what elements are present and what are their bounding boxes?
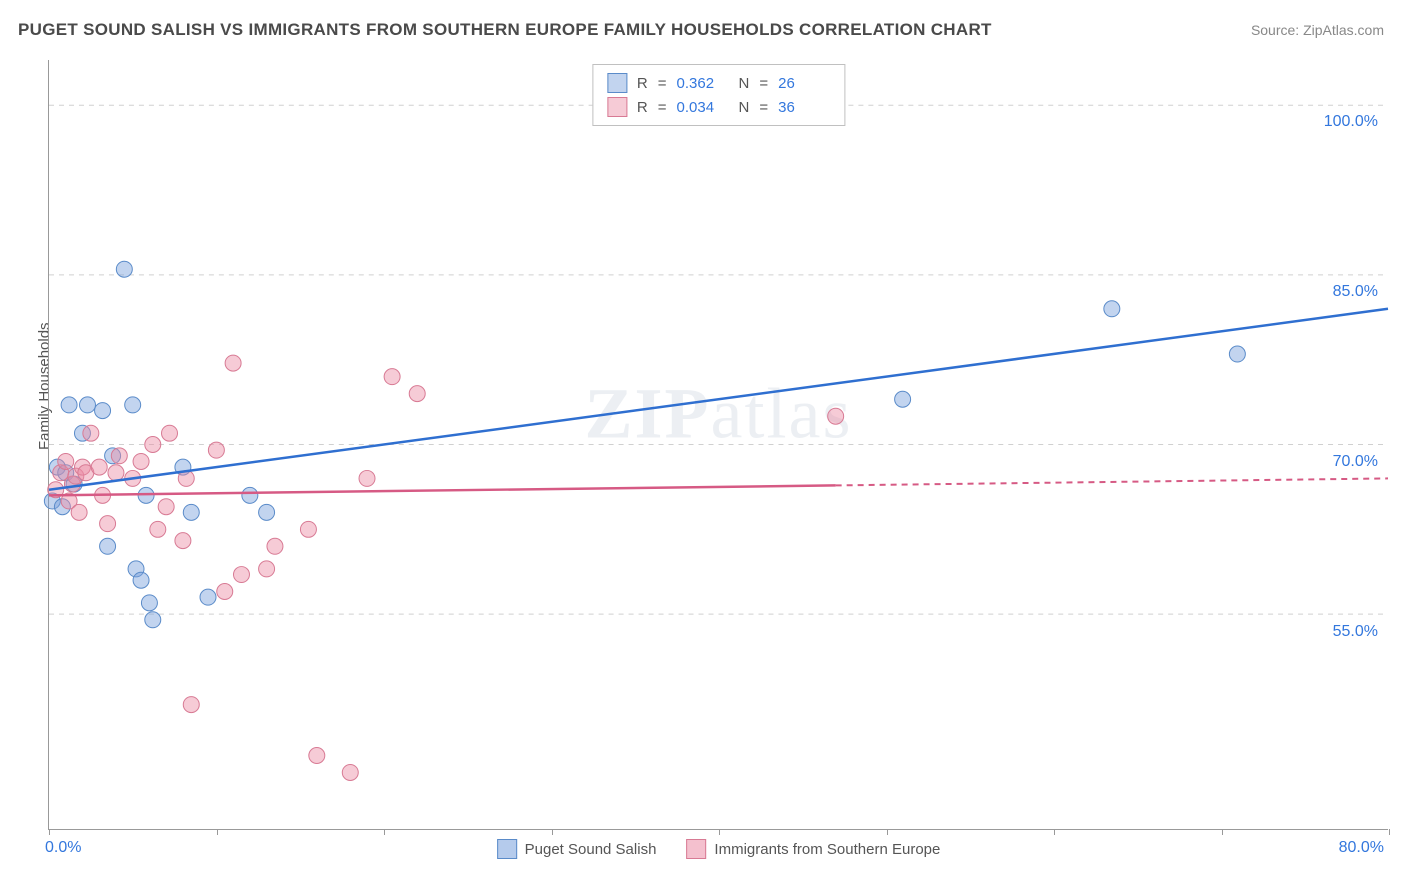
swatch-series-1 bbox=[497, 839, 517, 859]
scatter-point bbox=[1104, 301, 1120, 317]
n-value-1: 26 bbox=[778, 75, 830, 92]
scatter-point bbox=[125, 397, 141, 413]
r-label: R bbox=[637, 99, 648, 116]
scatter-point bbox=[895, 391, 911, 407]
scatter-point bbox=[1229, 346, 1245, 362]
scatter-point bbox=[133, 453, 149, 469]
scatter-point bbox=[175, 533, 191, 549]
scatter-point bbox=[158, 499, 174, 515]
eq-label-2: = bbox=[759, 75, 768, 92]
scatter-point bbox=[200, 589, 216, 605]
n-value-2: 36 bbox=[778, 99, 830, 116]
scatter-point bbox=[359, 470, 375, 486]
source-label: Source: ZipAtlas.com bbox=[1251, 22, 1384, 38]
scatter-point bbox=[58, 453, 74, 469]
x-tick bbox=[384, 829, 385, 835]
legend-row-series-2: R = 0.034 N = 36 bbox=[607, 95, 830, 119]
x-tick-label: 80.0% bbox=[1339, 839, 1384, 857]
chart-title: PUGET SOUND SALISH VS IMMIGRANTS FROM SO… bbox=[18, 20, 992, 40]
x-tick bbox=[49, 829, 50, 835]
scatter-point bbox=[141, 595, 157, 611]
x-tick bbox=[887, 829, 888, 835]
x-tick bbox=[1389, 829, 1390, 835]
legend-item-1: Puget Sound Salish bbox=[497, 839, 657, 859]
scatter-point bbox=[162, 425, 178, 441]
scatter-point bbox=[259, 504, 275, 520]
scatter-point bbox=[225, 355, 241, 371]
x-tick-label: 0.0% bbox=[45, 839, 81, 857]
scatter-point bbox=[83, 425, 99, 441]
scatter-point bbox=[217, 584, 233, 600]
scatter-point bbox=[150, 521, 166, 537]
scatter-point bbox=[242, 487, 258, 503]
plot-svg bbox=[49, 60, 1388, 829]
scatter-point bbox=[145, 437, 161, 453]
y-tick-label: 70.0% bbox=[1333, 453, 1378, 471]
legend-item-2: Immigrants from Southern Europe bbox=[686, 839, 940, 859]
trend-line bbox=[49, 485, 836, 495]
scatter-point bbox=[71, 504, 87, 520]
scatter-point bbox=[80, 397, 96, 413]
x-tick bbox=[1222, 829, 1223, 835]
scatter-point bbox=[233, 567, 249, 583]
scatter-point bbox=[145, 612, 161, 628]
r-label: R bbox=[637, 75, 648, 92]
scatter-point bbox=[100, 516, 116, 532]
plot-region: ZIPatlas 55.0%70.0%85.0%100.0% 0.0%80.0%… bbox=[48, 60, 1388, 830]
trend-line bbox=[49, 309, 1388, 490]
x-tick bbox=[1054, 829, 1055, 835]
trend-line-extrapolated bbox=[836, 478, 1388, 485]
scatter-point bbox=[183, 697, 199, 713]
scatter-point bbox=[828, 408, 844, 424]
scatter-point bbox=[133, 572, 149, 588]
scatter-point bbox=[267, 538, 283, 554]
series-legend: Puget Sound Salish Immigrants from South… bbox=[497, 839, 941, 859]
scatter-point bbox=[300, 521, 316, 537]
x-tick bbox=[217, 829, 218, 835]
eq-label: = bbox=[658, 75, 667, 92]
swatch-series-2 bbox=[607, 97, 627, 117]
scatter-point bbox=[208, 442, 224, 458]
scatter-point bbox=[384, 369, 400, 385]
scatter-point bbox=[91, 459, 107, 475]
scatter-point bbox=[183, 504, 199, 520]
n-label: N bbox=[739, 99, 750, 116]
legend-label-1: Puget Sound Salish bbox=[525, 841, 657, 858]
r-value-2: 0.034 bbox=[677, 99, 729, 116]
x-tick bbox=[552, 829, 553, 835]
correlation-legend: R = 0.362 N = 26 R = 0.034 N = 36 bbox=[592, 64, 845, 126]
x-tick bbox=[719, 829, 720, 835]
legend-row-series-1: R = 0.362 N = 26 bbox=[607, 71, 830, 95]
scatter-point bbox=[108, 465, 124, 481]
legend-label-2: Immigrants from Southern Europe bbox=[714, 841, 940, 858]
y-tick-label: 100.0% bbox=[1324, 113, 1378, 131]
scatter-point bbox=[116, 261, 132, 277]
n-label: N bbox=[739, 75, 750, 92]
y-tick-label: 55.0% bbox=[1333, 623, 1378, 641]
eq-label-2: = bbox=[759, 99, 768, 116]
scatter-point bbox=[95, 403, 111, 419]
swatch-series-1 bbox=[607, 73, 627, 93]
scatter-point bbox=[100, 538, 116, 554]
eq-label: = bbox=[658, 99, 667, 116]
y-tick-label: 85.0% bbox=[1333, 283, 1378, 301]
scatter-point bbox=[111, 448, 127, 464]
swatch-series-2 bbox=[686, 839, 706, 859]
r-value-1: 0.362 bbox=[677, 75, 729, 92]
scatter-point bbox=[259, 561, 275, 577]
scatter-point bbox=[309, 748, 325, 764]
scatter-point bbox=[61, 397, 77, 413]
scatter-point bbox=[409, 386, 425, 402]
chart-area: Family Households ZIPatlas 55.0%70.0%85.… bbox=[48, 60, 1388, 830]
scatter-point bbox=[342, 764, 358, 780]
